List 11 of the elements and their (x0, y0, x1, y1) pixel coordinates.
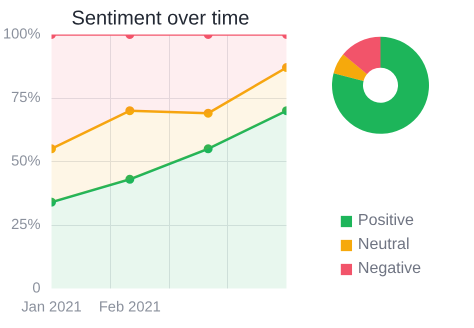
y-tick-label: 0 (32, 280, 41, 296)
legend-label: Positive (358, 212, 414, 230)
x-tick-label: Jan 2021 (21, 300, 82, 316)
y-tick-label: 25% (11, 217, 41, 233)
y-tick-label: 100% (3, 26, 41, 42)
y-tick-label: 75% (11, 90, 41, 106)
chart-title: Sentiment over time (72, 8, 250, 30)
legend-label: Negative (358, 260, 422, 278)
x-tick-label: Feb 2021 (98, 300, 161, 316)
y-tick-label: 50% (11, 154, 41, 170)
legend-label: Neutral (358, 236, 410, 254)
